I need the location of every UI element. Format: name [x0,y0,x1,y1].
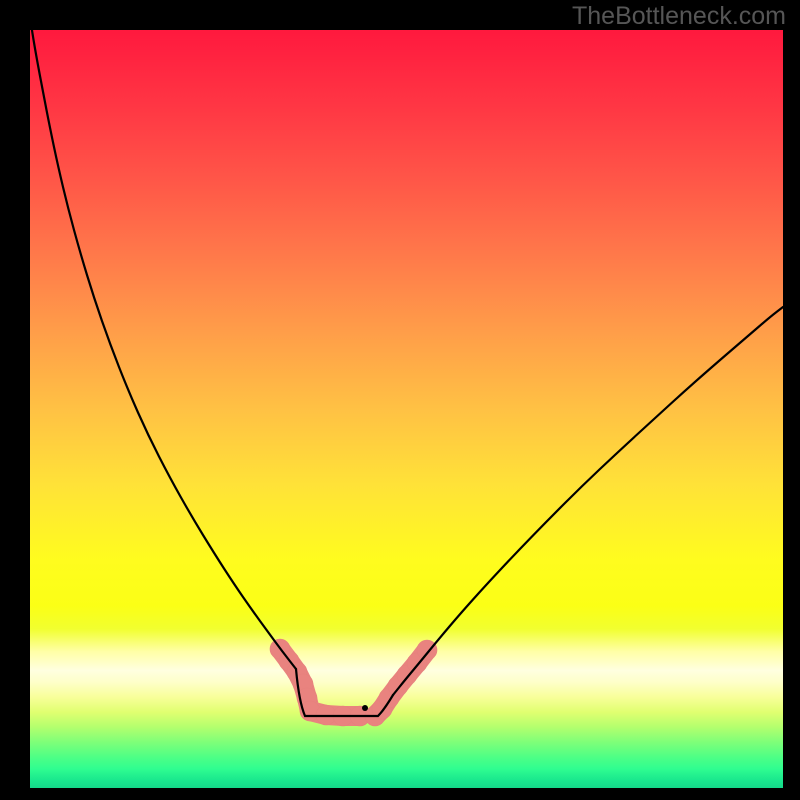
floor-marker-dot [362,705,368,711]
figure-root: TheBottleneck.com [0,0,800,800]
plot-area [0,0,800,800]
watermark-text: TheBottleneck.com [572,2,786,31]
plot-svg [0,0,800,800]
